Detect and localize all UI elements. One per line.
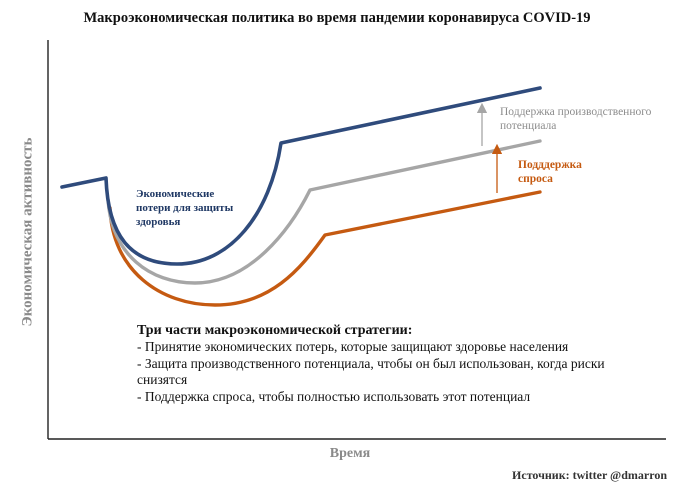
health-losses-annotation: Экономические потери для защиты здоровья (136, 187, 233, 229)
capacity-line-1: Поддержка производственного (500, 106, 652, 118)
strategy-item: - Защита производственного потенциала, ч… (137, 355, 605, 388)
x-axis-label: Время (329, 446, 371, 461)
health-losses-line-1: Экономические (136, 188, 215, 200)
chart-title: Макроэкономическая политика во время пан… (83, 10, 591, 26)
strategy-item: - Поддержка спроса, чтобы полностью испо… (137, 388, 531, 404)
health-protection-curve (60, 86, 542, 266)
y-axis-label: Экономическая активность (19, 137, 36, 327)
health-losses-line-2: потери для защиты (136, 202, 234, 214)
capacity-line-2: потенциала (500, 120, 557, 132)
strategy-heading: Три части макроэкономической стратегии: (137, 323, 413, 338)
health-losses-line-3: здоровья (136, 216, 181, 228)
strategy-text-block: Три части макроэкономической стратегии: … (137, 323, 647, 405)
productive-capacity-annotation: Поддержка производственного потенциала (500, 105, 651, 133)
demand-support-annotation: Подддержка спроса (518, 158, 582, 186)
source-credit: Источник: twitter @dmarron (512, 468, 667, 482)
demand-support-curve (108, 190, 542, 307)
demand-line-1: Подддержка (518, 159, 582, 171)
productive-capacity-curve (106, 139, 542, 285)
demand-line-2: спроса (518, 173, 553, 185)
strategy-item: - Принятие экономических потерь, которые… (137, 339, 569, 354)
